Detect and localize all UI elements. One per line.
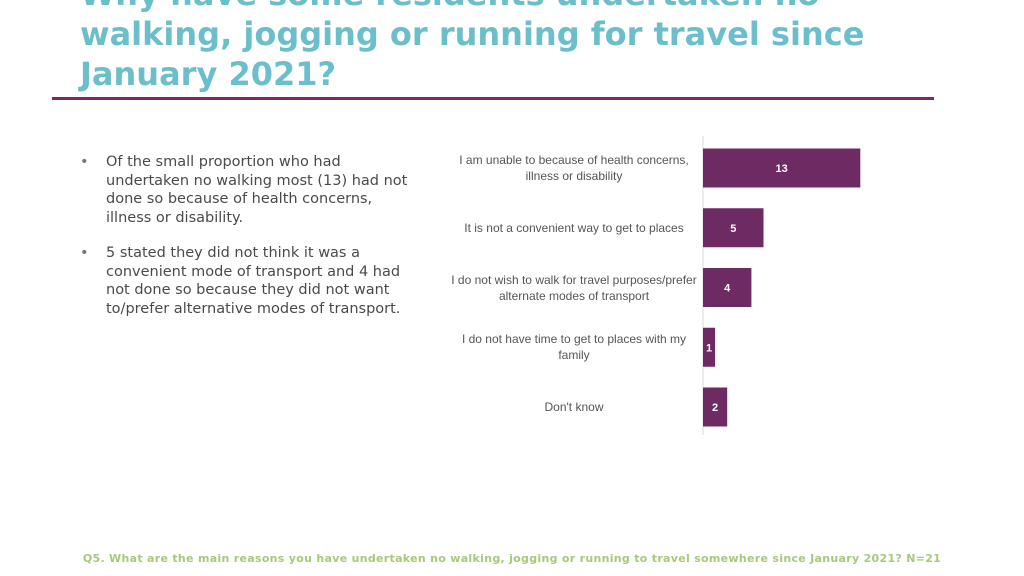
data-label: 4 <box>724 283 731 295</box>
footnote: Q5. What are the main reasons you have u… <box>82 552 942 565</box>
category-label: It is not a convenient way to get to pla… <box>464 220 684 235</box>
category-label: I am unable to because of health concern… <box>459 153 689 183</box>
data-label: 2 <box>712 402 718 414</box>
bullet-text: Of the small proportion who had undertak… <box>106 154 408 226</box>
category-label: I do not wish to walk for travel purpose… <box>451 272 697 303</box>
page-title: Why have some residents undertaken no wa… <box>80 0 865 93</box>
data-label: 13 <box>776 163 788 175</box>
data-label: 1 <box>706 342 712 354</box>
bar <box>703 387 728 427</box>
bar <box>703 268 752 307</box>
bullet-icon: • <box>80 154 89 170</box>
bullet-list: • Of the small proportion who had undert… <box>80 153 410 335</box>
bar <box>703 208 764 248</box>
bullet-icon: • <box>80 245 89 261</box>
bar-chart-svg: 13 5 4 1 2 <box>702 136 861 435</box>
data-label: 5 <box>730 223 736 235</box>
bar <box>703 327 716 367</box>
bar-chart: 13 5 4 1 2 I am unable to because of health … <box>450 130 930 440</box>
bullet-item: • 5 stated they did not think it was a c… <box>80 244 410 318</box>
category-label: Don't know <box>544 400 604 414</box>
title-divider <box>52 97 934 100</box>
bar <box>703 148 861 188</box>
bullet-item: • Of the small proportion who had undert… <box>80 153 410 227</box>
category-label: I do not have time to get to places with… <box>461 332 687 363</box>
bullet-text: 5 stated they did not think it was a con… <box>106 245 401 317</box>
